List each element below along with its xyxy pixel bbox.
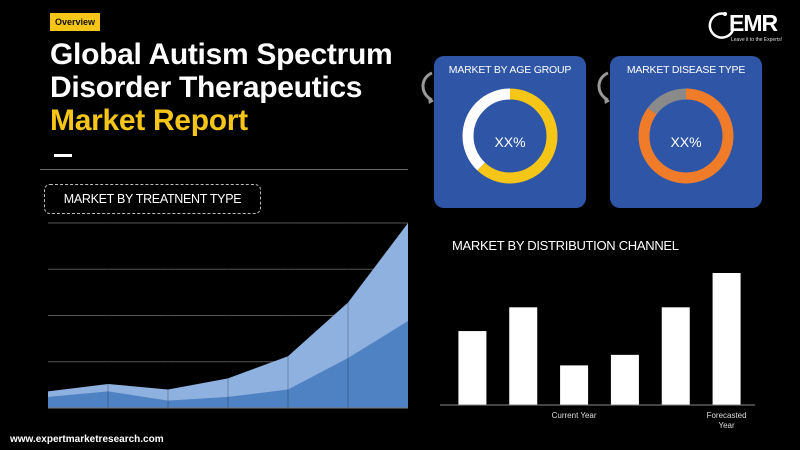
header-divider [40,169,408,170]
donut-slice-2 [638,88,734,184]
disease-type-card: MARKET DISEASE TYPE XX% [597,56,762,208]
distribution-bar [560,365,589,405]
distribution-bar [610,354,639,405]
age-group-title: MARKET BY AGE GROUP [448,64,572,76]
title-line-1: Global Autism Spectrum [50,38,393,71]
x-tick-label: Year [718,421,735,430]
overview-badge: Overview [50,13,100,31]
disease-type-title: MARKET DISEASE TYPE [626,64,746,76]
logo-arc-icon [708,12,735,39]
disease-type-donut [638,88,734,184]
curved-arrow-icon [421,71,434,104]
disease-type-percent: XX% [670,134,702,150]
distribution-bar [661,307,690,405]
x-tick-label: Current Year [552,411,597,420]
title-line-3: Market Report [50,104,248,137]
distribution-channel-title: MARKET BY DISTRIBUTION CHANNEL [452,238,679,253]
title-underline [54,154,72,157]
area-series-1 [48,223,408,408]
logo-tagline: Leave it to the Experts! [731,37,783,43]
footer-url: www.expertmarketresearch.com [10,434,164,445]
title-line-2: Disorder Therapeutics [50,71,363,104]
age-group-donut [462,88,558,184]
treatment-type-title: MARKET BY TREATNENT TYPE [44,184,261,214]
area-series-2 [48,321,408,408]
treatment-area-chart [48,222,408,409]
logo-mark: EMR [729,10,778,36]
distribution-bar [509,307,538,405]
x-tick-label: Forecasted [707,411,747,420]
donut-slice-2 [462,88,558,184]
distribution-bar [712,273,741,405]
distribution-bar [458,331,487,405]
page-title: Global Autism Spectrum Disorder Therapeu… [50,38,393,137]
age-group-percent: XX% [494,134,526,150]
emr-logo: EMR Leave it to the Experts! [705,10,787,46]
age-group-card: MARKET BY AGE GROUP XX% [421,56,586,208]
curved-arrow-icon [597,71,610,104]
